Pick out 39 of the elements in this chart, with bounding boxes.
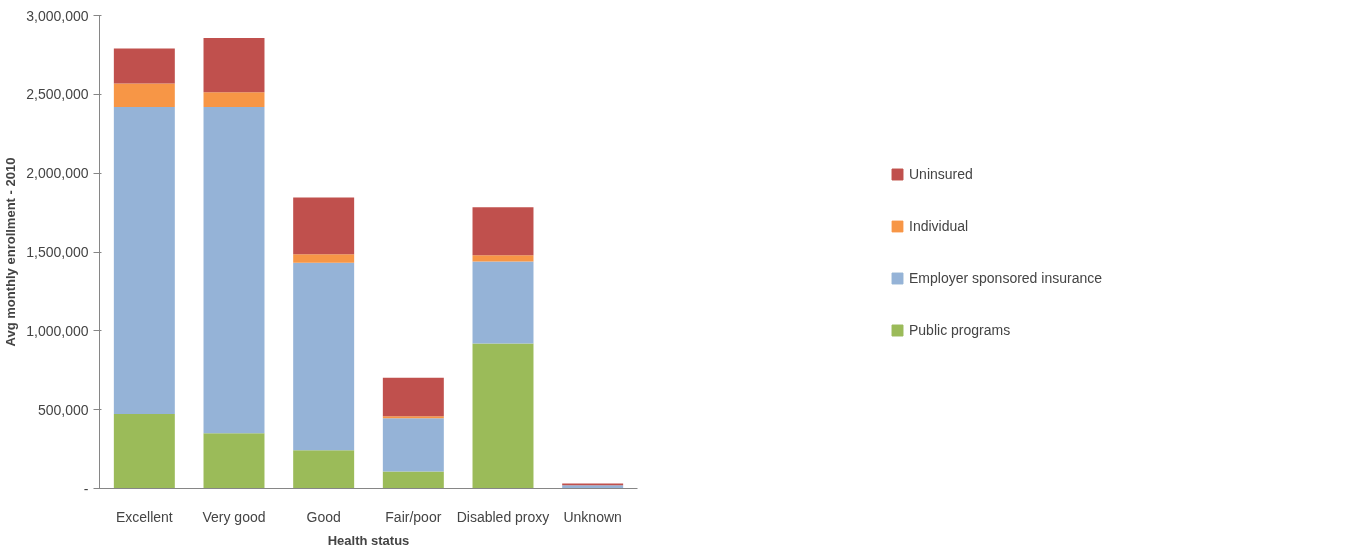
y-tick-label: 2,000,000	[26, 165, 89, 182]
x-tick-label: Excellent	[115, 508, 173, 525]
bar	[293, 254, 355, 263]
x-axis-title: Health status	[327, 532, 410, 548]
bar	[382, 416, 444, 419]
bar	[113, 48, 175, 84]
legend-label: Public programs	[909, 321, 1011, 338]
y-axis-title: Avg monthly enrollment - 2010	[3, 157, 19, 347]
bar	[203, 37, 265, 93]
bar	[382, 471, 444, 489]
bar	[203, 433, 265, 489]
y-tick-label: 1,000,000	[26, 322, 89, 339]
x-tick-label: Fair/poor	[385, 508, 442, 525]
bar	[472, 255, 534, 262]
x-tick-label: Very good	[202, 508, 266, 525]
bar	[472, 261, 534, 344]
bar	[382, 377, 444, 417]
legend-label: Uninsured	[909, 165, 973, 182]
bar	[293, 197, 355, 255]
bar	[113, 83, 175, 108]
bar	[472, 207, 534, 256]
bar	[113, 107, 175, 414]
x-tick-label: Unknown	[563, 508, 622, 525]
bar	[472, 343, 534, 489]
bar	[203, 107, 265, 434]
y-tick-label: 1,500,000	[26, 244, 89, 260]
y-tick-label: 3,000,000	[26, 7, 89, 24]
bar	[293, 262, 355, 451]
bar	[382, 418, 444, 472]
legend-label: Employer sponsored insurance	[909, 269, 1102, 286]
y-tick-label: -	[83, 480, 89, 497]
x-tick-label: Disabled proxy	[456, 508, 550, 525]
legend-label: Individual	[909, 217, 969, 234]
x-tick-label: Good	[306, 508, 341, 525]
bar	[293, 450, 355, 489]
bar	[203, 92, 265, 108]
y-tick-label: 2,500,000	[26, 86, 89, 103]
bar	[113, 413, 175, 489]
y-tick-label: 500,000	[37, 401, 89, 418]
